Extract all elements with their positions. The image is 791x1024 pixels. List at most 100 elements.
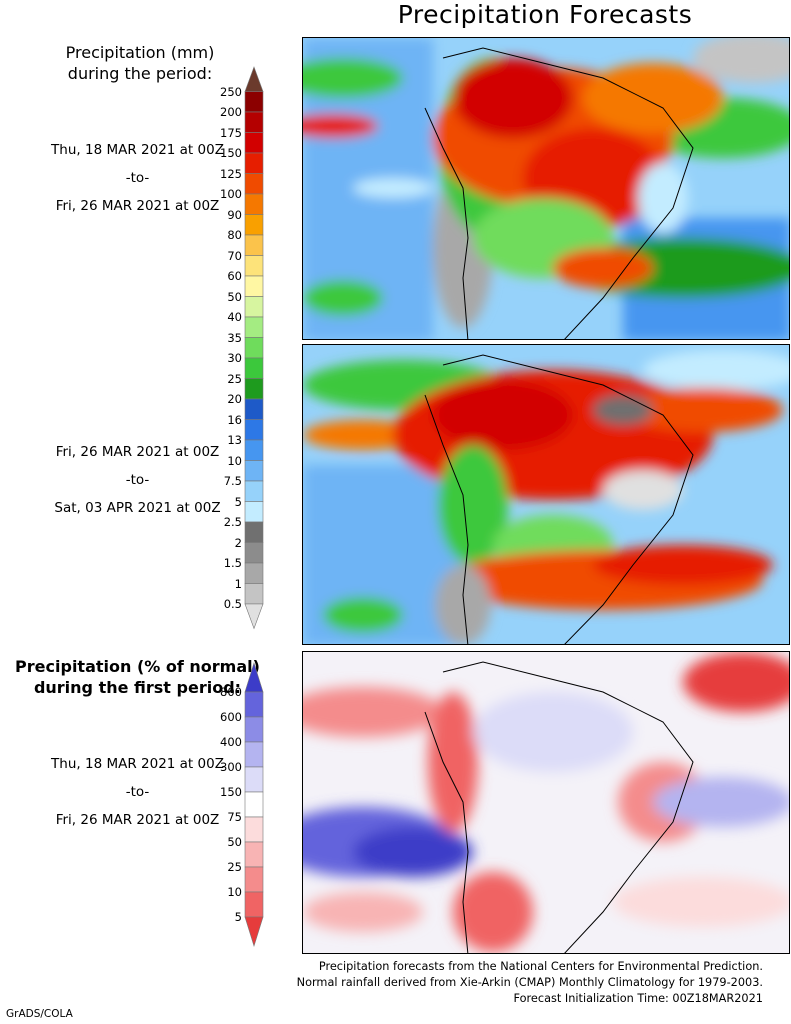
- precip-colorbar-tick-label: 175: [220, 125, 242, 140]
- precip-colorbar-tick-label: 100: [220, 187, 242, 201]
- precip-colorbar-swatch: [244, 296, 264, 318]
- precip-colorbar-tick-label: 7.5: [223, 474, 242, 488]
- precip-colorbar-tick-label: 250: [220, 84, 242, 99]
- percent-colorbar-tick-label: 75: [227, 810, 242, 824]
- precip-colorbar-tick-label: 0.5: [223, 597, 242, 611]
- period-3-end: Fri, 26 MAR 2021 at 00Z: [55, 812, 220, 828]
- percent-colorbar-bottom-arrow: [244, 916, 264, 947]
- percent-colorbar-swatch: [244, 791, 264, 818]
- footer-line-1: Precipitation forecasts from the Nationa…: [318, 960, 763, 973]
- precip-colorbar-swatch: [244, 398, 264, 420]
- period-2-end: Sat, 03 APR 2021 at 00Z: [54, 500, 221, 516]
- precip-colorbar-swatch: [244, 521, 264, 543]
- software-credit: GrADS/COLA: [6, 1008, 73, 1020]
- precip-colorbar-tick-label: 1: [234, 576, 242, 591]
- percent-colorbar-swatch: [244, 716, 264, 743]
- period-1-start: Thu, 18 MAR 2021 at 00Z: [51, 142, 224, 158]
- precip-colorbar-swatch: [244, 214, 264, 236]
- precip-colorbar-swatch: [244, 480, 264, 502]
- precip-colorbar-swatch: [244, 152, 264, 174]
- percent-colorbar-tick-label: 600: [220, 710, 242, 724]
- percent-normal-map: [303, 652, 789, 953]
- percent-colorbar-swatch: [244, 866, 264, 893]
- legend-precip-heading-line2: during the period:: [67, 64, 213, 83]
- precip-colorbar-tick-label: 35: [227, 330, 242, 345]
- footer-notes: Precipitation forecasts from the Nationa…: [297, 959, 763, 1007]
- precip-colorbar-tick-label: 90: [227, 207, 242, 222]
- page-title: Precipitation Forecasts: [397, 0, 693, 29]
- precip-colorbar-tick-label: 60: [227, 269, 242, 283]
- precip-colorbar-tick-label: 10: [227, 453, 242, 468]
- legend-percent-heading-line1: Precipitation (% of normal): [15, 657, 260, 676]
- percent-colorbar-swatch: [244, 816, 264, 843]
- precip-colorbar-swatch: [244, 316, 264, 338]
- precip-colorbar-tick-label: 25: [227, 371, 242, 386]
- precip-colorbar-tick-label: 13: [227, 433, 242, 447]
- percent-colorbar-tick-label: 50: [227, 835, 242, 849]
- precip-colorbar-swatch: [244, 542, 264, 564]
- legend-percent-heading-line2: during the first period:: [33, 678, 242, 697]
- precip-colorbar-swatch: [244, 562, 264, 584]
- precip-colorbar-tick-label: 2.5: [223, 515, 242, 529]
- precip-colorbar-swatch: [244, 91, 264, 113]
- precip-colorbar-bar: [244, 66, 264, 630]
- precip-colorbar-tick-label: 2: [234, 535, 242, 550]
- precip-map-1: [303, 38, 789, 339]
- precip-colorbar-tick-label: 30: [227, 351, 242, 365]
- percent-colorbar-tick-label: 25: [227, 860, 242, 874]
- period-1-separator: -to-: [125, 170, 150, 186]
- precip-map-2: [303, 345, 789, 644]
- precip-colorbar-bottom-arrow: [244, 603, 264, 630]
- period-2-separator: -to-: [125, 472, 150, 488]
- percent-colorbar-swatch: [244, 841, 264, 868]
- precip-colorbar-swatch: [244, 460, 264, 482]
- percent-colorbar-bar: [244, 662, 264, 947]
- percent-colorbar-swatch: [244, 691, 264, 718]
- map-panel-percent-normal: [302, 651, 790, 954]
- legend-percent-heading: Precipitation (% of normal) during the f…: [0, 656, 275, 698]
- period-3-start: Thu, 18 MAR 2021 at 00Z: [51, 756, 224, 772]
- percent-colorbar-tick-label: 300: [220, 760, 242, 774]
- map-panel-period-2: [302, 344, 790, 645]
- footer-line-3: Forecast Initialization Time: 00Z18MAR20…: [513, 992, 763, 1005]
- precip-colorbar-tick-label: 40: [227, 310, 242, 324]
- percent-colorbar-swatch: [244, 891, 264, 918]
- period-2-label: Fri, 26 MAR 2021 at 00Z -to- Sat, 03 APR…: [20, 438, 255, 522]
- period-1-end: Fri, 26 MAR 2021 at 00Z: [55, 198, 220, 214]
- precip-colorbar-tick-label: 16: [227, 412, 242, 427]
- precip-colorbar-swatch: [244, 173, 264, 195]
- footer-line-2: Normal rainfall derived from Xie-Arkin (…: [296, 976, 763, 989]
- legend-precip-heading-line1: Precipitation (mm): [65, 43, 215, 62]
- percent-colorbar-swatch: [244, 766, 264, 793]
- percent-colorbar-tick-label: 800: [220, 685, 242, 699]
- precip-colorbar-tick-label: 125: [220, 166, 242, 181]
- precip-colorbar-swatch: [244, 255, 264, 277]
- precip-colorbar-swatch: [244, 193, 264, 215]
- precip-colorbar-tick-label: 20: [227, 392, 242, 406]
- precip-colorbar-swatch: [244, 439, 264, 461]
- precip-colorbar-swatch: [244, 275, 264, 297]
- percent-colorbar-tick-label: 10: [227, 885, 242, 899]
- map-panel-period-1: [302, 37, 790, 340]
- precip-colorbar-tick-label: 50: [227, 289, 242, 304]
- precip-colorbar-swatch: [244, 337, 264, 359]
- precip-colorbar-tick-label: 150: [220, 146, 242, 160]
- precip-colorbar-tick-label: 70: [227, 248, 242, 263]
- period-3-separator: -to-: [125, 784, 150, 800]
- period-3-label: Thu, 18 MAR 2021 at 00Z -to- Fri, 26 MAR…: [20, 750, 255, 834]
- precip-colorbar-swatch: [244, 501, 264, 523]
- period-1-label: Thu, 18 MAR 2021 at 00Z -to- Fri, 26 MAR…: [20, 136, 255, 220]
- precip-colorbar-swatch: [244, 234, 264, 256]
- percent-colorbar-tick-label: 150: [220, 785, 242, 799]
- percent-colorbar-tick-label: 5: [234, 910, 242, 924]
- period-2-start: Fri, 26 MAR 2021 at 00Z: [55, 444, 220, 460]
- legend-precip-heading: Precipitation (mm) during the period:: [45, 42, 235, 84]
- precip-colorbar-swatch: [244, 111, 264, 133]
- precip-colorbar-swatch: [244, 583, 264, 605]
- percent-colorbar-top-arrow: [244, 662, 264, 693]
- precip-colorbar-top-arrow: [244, 66, 264, 92]
- precip-colorbar-swatch: [244, 378, 264, 400]
- precip-colorbar-tick-label: 5: [234, 494, 242, 509]
- percent-colorbar-swatch: [244, 741, 264, 768]
- precip-colorbar-tick-label: 80: [227, 228, 242, 242]
